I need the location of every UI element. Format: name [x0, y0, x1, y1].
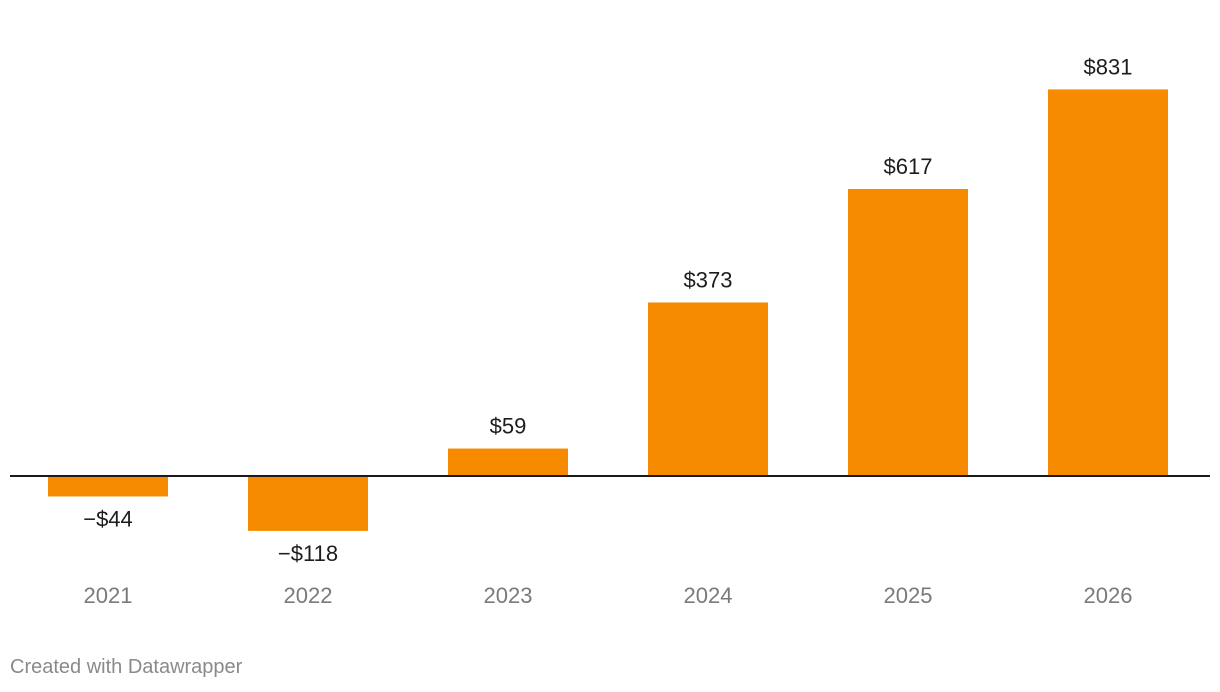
- value-label-2021: −$44: [83, 506, 133, 531]
- bar-2025: [848, 188, 968, 476]
- value-label-2022: −$118: [278, 541, 338, 566]
- bar-2021: [48, 476, 168, 497]
- bars-layer: [48, 89, 1168, 531]
- value-label-2025: $617: [884, 154, 933, 179]
- datawrapper-credit: Created with Datawrapper: [10, 656, 243, 678]
- x-tick-label-2024: 2024: [684, 583, 733, 608]
- value-labels-layer: −$44 −$118 $59 $373 $617 $831: [83, 54, 1132, 565]
- x-tick-label-2023: 2023: [484, 583, 533, 608]
- bar-2023: [448, 448, 568, 476]
- x-tick-label-2026: 2026: [1084, 583, 1133, 608]
- x-tick-label-2025: 2025: [884, 583, 933, 608]
- x-axis-ticks: 2021 2022 2023 2024 2025 2026: [84, 583, 1133, 608]
- bar-2024: [648, 302, 768, 476]
- bar-2026: [1048, 89, 1168, 477]
- value-label-2024: $373: [684, 267, 733, 292]
- bar-2022: [248, 476, 368, 531]
- x-tick-label-2022: 2022: [284, 583, 333, 608]
- value-label-2026: $831: [1084, 54, 1133, 79]
- x-tick-label-2021: 2021: [84, 583, 133, 608]
- value-label-2023: $59: [490, 414, 527, 439]
